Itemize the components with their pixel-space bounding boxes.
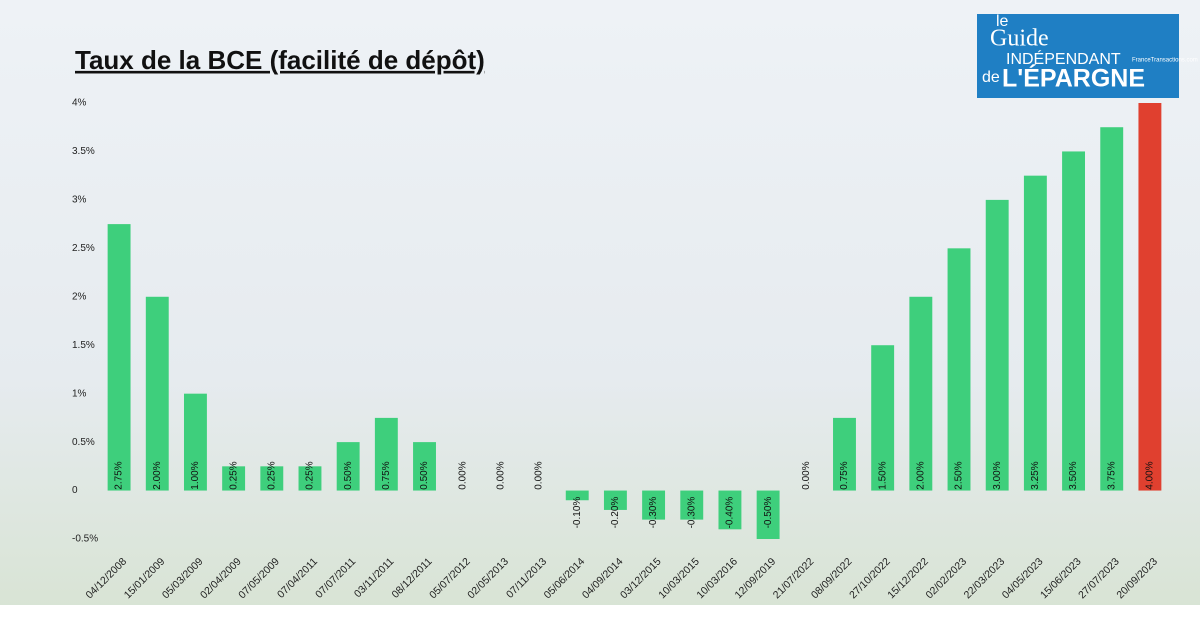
bar [603,490,627,510]
logo-text: L'ÉPARGNE [1002,64,1145,93]
logo-text: le [996,13,1009,30]
logo-text: Guide [990,26,1049,52]
bar [183,393,207,491]
value-label: 2.00% [152,461,163,489]
value-label: -0.20% [610,497,621,529]
value-label: 3.75% [1106,461,1117,489]
value-label: 0.50% [343,461,354,489]
logo-text: INDÉPENDANT [1006,49,1121,68]
bar [947,248,971,491]
value-label: 0.00% [496,461,507,489]
value-label: -0.10% [572,497,583,529]
y-tick-label: 2% [72,291,87,302]
y-tick-label: 0 [72,485,78,496]
bar [833,417,856,491]
bar [222,466,246,491]
logo-text: de [982,69,1000,86]
value-label: 0.00% [457,461,468,489]
bar [642,490,666,520]
value-label: 0.00% [801,461,812,489]
value-label: -0.30% [648,497,659,529]
y-tick-label: -0.5% [72,534,98,545]
value-label: 2.00% [915,461,926,489]
value-label: 1.50% [877,461,888,489]
bar [336,442,360,491]
value-label: -0.40% [725,497,736,529]
value-label: -0.30% [686,497,697,529]
value-label: 0.25% [305,461,316,489]
value-label: 1.00% [190,461,201,489]
value-label: 0.00% [534,461,545,489]
bar [871,345,895,491]
bar [756,490,780,539]
bar [413,442,436,491]
value-label: 0.50% [419,461,430,489]
bar [1062,151,1086,491]
bar [260,466,284,491]
value-label: 3.25% [1030,461,1041,489]
value-label: 2.50% [954,461,965,489]
y-tick-label: 4% [72,98,87,109]
bar [718,490,742,530]
value-label: 0.25% [266,461,277,489]
value-label: 0.75% [381,461,392,489]
bar [565,490,589,501]
y-tick-label: 1% [72,388,87,399]
value-label: 0.75% [839,461,850,489]
value-label: 4.00% [1145,461,1156,489]
bar [1100,127,1124,491]
bar [909,296,933,491]
y-tick-label: 3.5% [72,146,95,157]
y-tick-label: 0.5% [72,437,95,448]
bar [985,199,1009,491]
value-label: 3.50% [1068,461,1079,489]
logo: le Guide INDÉPENDANT de L'ÉPARGNE France… [977,13,1198,98]
value-label: 3.00% [992,461,1003,489]
chart-title: Taux de la BCE (facilité de dépôt) [75,45,485,75]
y-tick-label: 2.5% [72,243,95,254]
y-tick-label: 3% [72,195,87,206]
bar [1023,175,1047,491]
bar [145,296,169,491]
bar [1138,103,1162,491]
value-label: -0.50% [763,497,774,529]
bar [680,490,704,520]
footer-band [0,605,1200,630]
logo-box [977,14,1179,98]
y-tick-label: 1.5% [72,340,95,351]
value-label: 0.25% [228,461,239,489]
value-label: 2.75% [114,461,125,489]
bar [107,224,131,491]
logo-site: FranceTransactions.com [1132,58,1198,64]
bar [298,466,322,491]
bar [374,417,398,491]
